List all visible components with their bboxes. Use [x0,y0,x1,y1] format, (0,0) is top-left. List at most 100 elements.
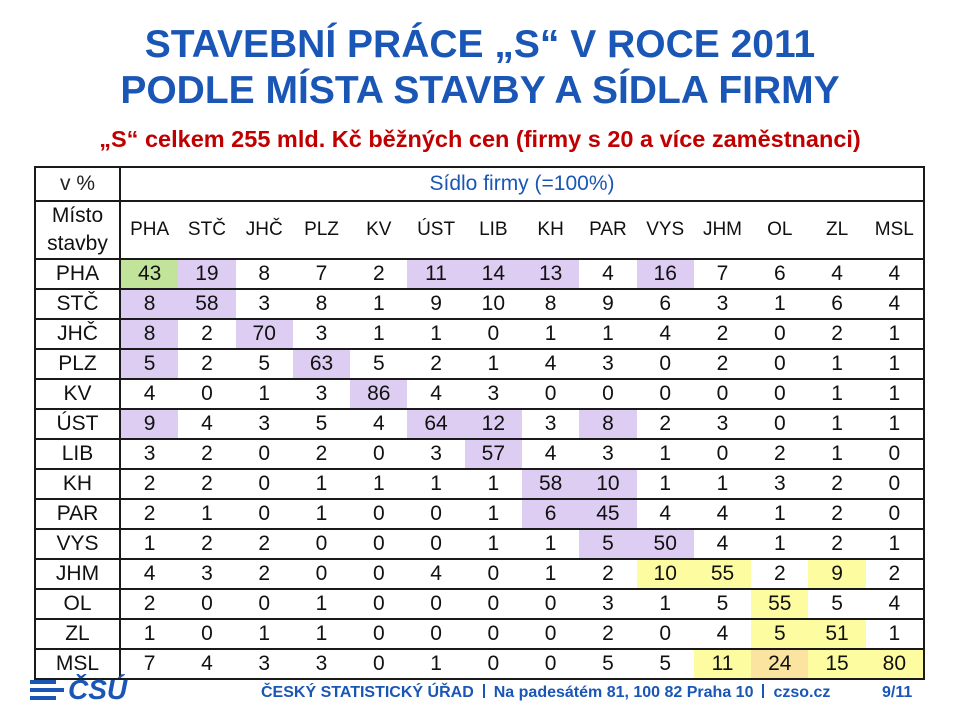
table-cell: 0 [544,592,557,615]
row-header: KV [34,378,121,410]
construction-share-table: v % Sídlo firmy (=100%) Místo stavby PHA… [34,166,925,680]
table-cell: 1 [544,532,557,555]
table-cell: 9 [121,410,179,438]
table-cell: 0 [487,592,500,615]
table-cell: 0 [888,472,901,495]
table-cell: 1 [773,292,786,315]
page-title-line-2: PODLE MÍSTA STAVBY A SÍDLA FIRMY [120,69,840,112]
table-cell: 2 [773,442,786,465]
table-cell: 1 [143,622,156,645]
table-cell: 7 [143,652,156,675]
table-cell: 0 [888,442,901,465]
page-number: 9/11 [882,684,913,701]
column-header: OL [767,219,793,240]
table-cell: 2 [430,352,442,375]
row-cells: 5 2 5 63 5 2 1 4 3 0 2 0 1 1 [119,348,925,380]
table-cell: 2 [716,352,729,375]
table-cell: 9 [602,292,614,315]
table-cell: 1 [487,502,500,525]
table-cell: 1 [831,412,843,435]
table-cell: 0 [372,592,385,615]
table-cell: 4 [602,262,614,285]
table-cell: 1 [315,472,328,495]
row-header: KH [34,468,121,500]
table-row: JHM 4 3 2 0 0 4 0 1 2 10 55 2 9 2 [34,558,925,590]
footer-address: Na padesátém 81, 100 82 Praha 10 [493,684,754,701]
table-cell: 45 [579,500,637,528]
footer-web-link[interactable]: czso.cz [773,684,831,701]
table-cell: 0 [372,442,385,465]
table-cell: 2 [716,322,729,345]
table-cell: 0 [201,382,213,405]
table-cell: 1 [430,322,442,345]
row-cells: 43 19 8 7 2 11 14 13 4 16 7 6 4 4 [119,258,925,290]
table-cell: 0 [773,352,786,375]
table-cell: 3 [716,292,729,315]
column-headers: PHA STČ JHČ PLZ KV ÚST LIB KH PAR VYS JHM OL ZL MSL [119,200,925,260]
row-header: LIB [34,438,121,470]
table-cell: 0 [258,502,271,525]
table-cell: 2 [602,562,614,585]
table-cell: 11 [407,260,465,288]
table-row: JHČ 8 2 70 3 1 1 0 1 1 4 2 0 2 1 [34,318,925,350]
table-cell: 0 [659,382,672,405]
czso-logo: ČSÚ [30,675,127,705]
table-cell: 0 [716,442,729,465]
corner-line-1: Místo [51,204,104,227]
row-cells: 4 0 1 3 86 4 3 0 0 0 0 0 1 1 [119,378,925,410]
table-cell: 3 [201,562,213,585]
table-cell: 0 [258,472,271,495]
table-cell: 0 [430,592,442,615]
row-header: MSL [34,648,121,680]
row-cells: 4 3 2 0 0 4 0 1 2 10 55 2 9 2 [119,558,925,590]
row-header: JHČ [34,318,121,350]
column-header: ZL [825,219,849,240]
table-cell: 1 [372,292,385,315]
table-cell: 2 [831,532,843,555]
column-header: PAR [589,219,627,240]
table-cell: 5 [372,352,385,375]
table-cell: 0 [372,502,385,525]
table-cell: 1 [201,502,213,525]
row-cells: 3 2 0 2 0 3 57 4 3 1 0 2 1 0 [119,438,925,470]
table-cell: 1 [888,412,901,435]
row-cells: 7 4 3 3 0 1 0 0 5 5 11 24 15 80 [119,648,925,680]
table-cell: 2 [831,472,843,495]
table-cell: 3 [315,322,328,345]
table-cell: 0 [372,532,385,555]
column-header: KH [537,219,564,240]
corner-line-2: stavby [47,232,108,255]
table-cell: 4 [544,352,557,375]
table-cell: 0 [773,412,786,435]
table-row: MSL 7 4 3 3 0 1 0 0 5 5 11 24 15 80 [34,648,925,680]
row-header: VYS [34,528,121,560]
table-cell: 1 [659,472,672,495]
table-cell: 5 [659,652,672,675]
table-cell: 19 [178,260,236,288]
footer-org: ČESKÝ STATISTICKÝ ÚŘAD [261,684,474,701]
column-header: KV [366,219,392,240]
table-cell: 3 [773,472,786,495]
table-cell: 3 [602,442,614,465]
table-cell: 15 [808,650,866,678]
table-cell: 5 [258,352,271,375]
table-cell: 86 [350,380,408,408]
table-cell: 4 [659,502,672,525]
table-cell: 0 [773,322,786,345]
table-cell: 55 [693,560,752,588]
table-cell: 0 [315,532,328,555]
table-cell: 57 [464,440,522,468]
table-cell: 64 [407,410,465,438]
table-cell: 2 [201,442,213,465]
column-header: LIB [479,219,508,240]
table-cell: 5 [579,530,637,558]
table-cell: 2 [201,472,213,495]
table-cell: 3 [716,412,729,435]
table-cell: 3 [602,592,614,615]
table-cell: 1 [487,472,500,495]
table-cell: 0 [430,532,442,555]
table-cell: 2 [659,412,672,435]
table-cell: 8 [579,410,637,438]
table-cell: 1 [888,322,901,345]
table-cell: 0 [258,592,271,615]
